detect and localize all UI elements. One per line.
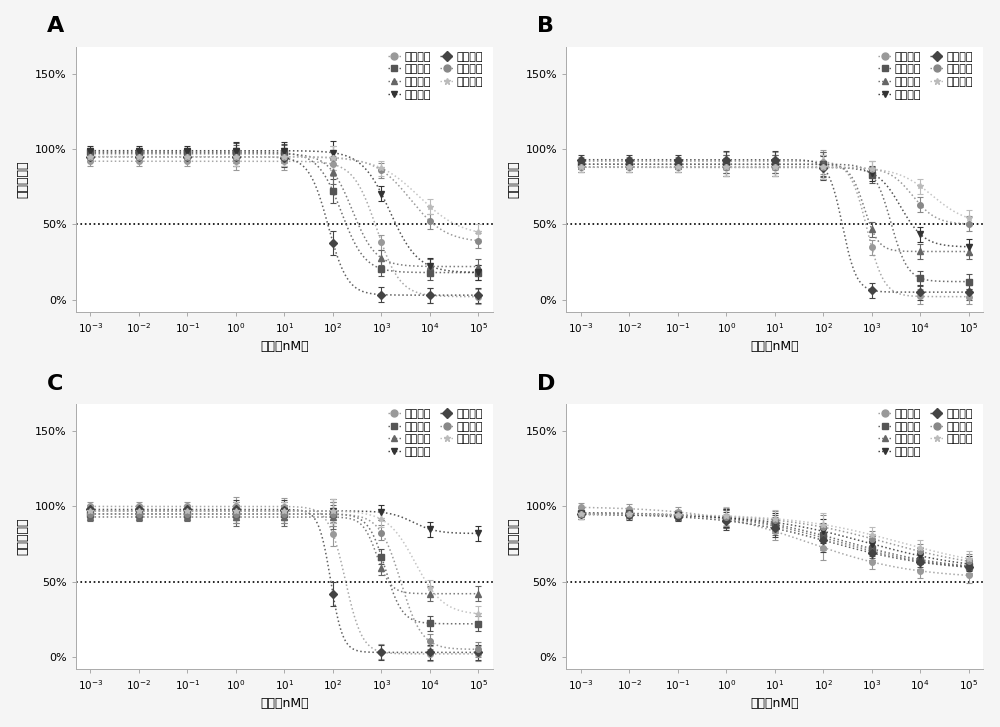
Y-axis label: 细胞存活率: 细胞存活率 bbox=[507, 518, 520, 555]
X-axis label: 浓度（nM）: 浓度（nM） bbox=[750, 340, 799, 353]
Legend: 泊那替尼, 阿西替尼, 达沙替尼, 伊马替尼, 尼罗替尼, 索拉菲尼, 舒尼替尼: 泊那替尼, 阿西替尼, 达沙替尼, 伊马替尼, 尼罗替尼, 索拉菲尼, 舒尼替尼 bbox=[874, 47, 978, 105]
Y-axis label: 细胞存活率: 细胞存活率 bbox=[507, 161, 520, 198]
Legend: 泊那替尼, 阿西替尼, 达沙替尼, 伊马替尼, 尼罗替尼, 索拉菲尼, 舒尼替尼: 泊那替尼, 阿西替尼, 达沙替尼, 伊马替尼, 尼罗替尼, 索拉菲尼, 舒尼替尼 bbox=[383, 47, 487, 105]
Text: D: D bbox=[537, 374, 555, 393]
Legend: 泊那替尼, 阿西替尼, 达沙替尼, 伊马替尼, 尼罗替尼, 索拉菲尼, 舒尼替尼: 泊那替尼, 阿西替尼, 达沙替尼, 伊马替尼, 尼罗替尼, 索拉菲尼, 舒尼替尼 bbox=[383, 404, 487, 462]
Legend: 泊那替尼, 阿西替尼, 达沙替尼, 伊马替尼, 尼罗替尼, 索拉菲尼, 舒尼替尼: 泊那替尼, 阿西替尼, 达沙替尼, 伊马替尼, 尼罗替尼, 索拉菲尼, 舒尼替尼 bbox=[874, 404, 978, 462]
Y-axis label: 细胞存活率: 细胞存活率 bbox=[17, 518, 30, 555]
Text: C: C bbox=[47, 374, 63, 393]
X-axis label: 浓度（nM）: 浓度（nM） bbox=[750, 697, 799, 710]
X-axis label: 浓度（nM）: 浓度（nM） bbox=[260, 697, 309, 710]
Y-axis label: 细胞存活率: 细胞存活率 bbox=[17, 161, 30, 198]
Text: A: A bbox=[47, 16, 64, 36]
X-axis label: 浓度（nM）: 浓度（nM） bbox=[260, 340, 309, 353]
Text: B: B bbox=[537, 16, 554, 36]
